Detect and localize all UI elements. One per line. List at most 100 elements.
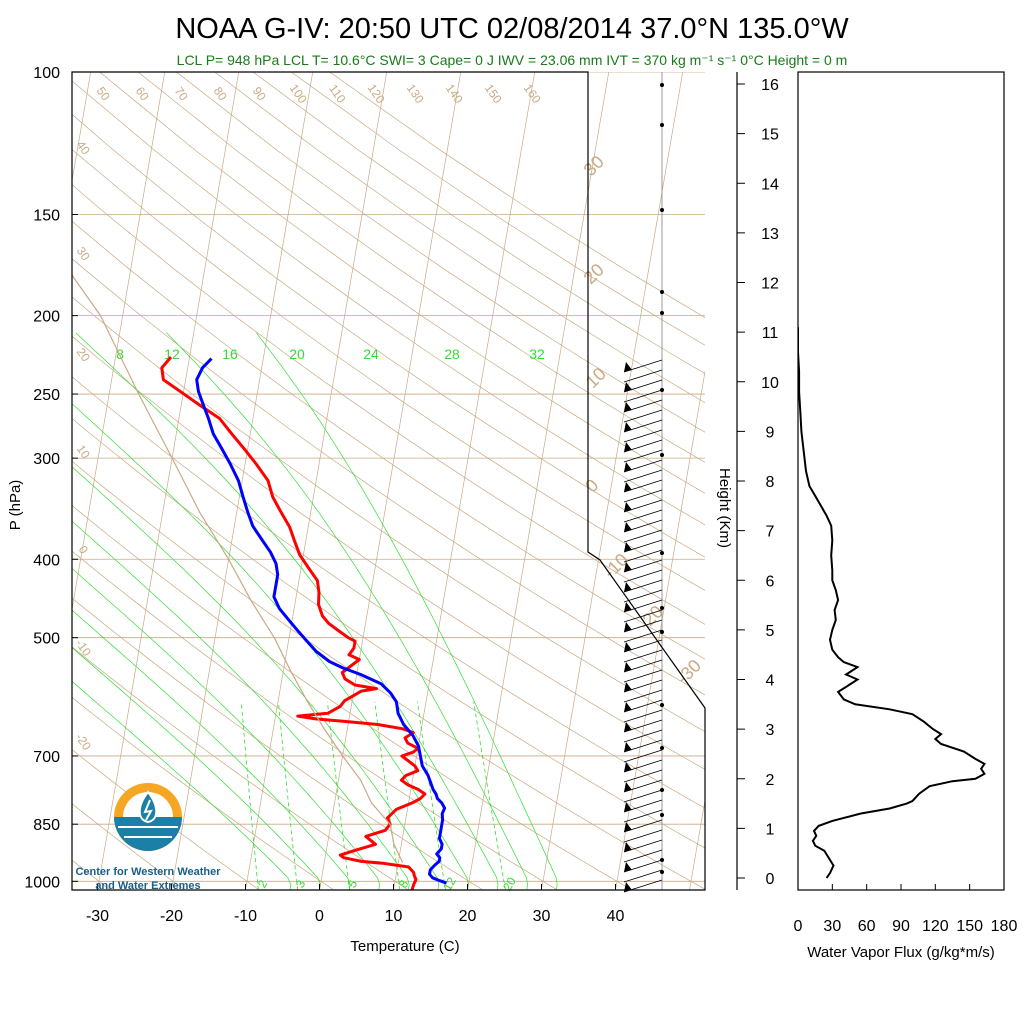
isotherm-label: 20 bbox=[74, 345, 93, 364]
mixing-ratio-line bbox=[240, 701, 259, 890]
dry-adiabat-line bbox=[72, 646, 409, 890]
isotherm-line bbox=[615, 369, 705, 890]
wvf-x-tick-label: 60 bbox=[858, 918, 876, 935]
mixing-ratio-label-top: 12 bbox=[164, 346, 180, 362]
dry-adiabat-line bbox=[72, 550, 559, 890]
wind-barb bbox=[623, 669, 663, 683]
sounding-lines bbox=[72, 274, 448, 890]
isotherm-line bbox=[171, 72, 314, 890]
wind-barb bbox=[623, 419, 663, 433]
logo-water-icon bbox=[114, 817, 182, 851]
wind-barb bbox=[623, 849, 663, 863]
theta-label: 60 bbox=[133, 84, 152, 103]
chart-subtitle: LCL P= 948 hPa LCL T= 10.6°C SWI= 3 Cape… bbox=[177, 52, 848, 68]
y-tick-label: 500 bbox=[33, 631, 60, 648]
isotherm-line bbox=[764, 72, 905, 890]
dry-adiabat-line bbox=[72, 113, 705, 558]
x-tick-label: -10 bbox=[234, 908, 257, 925]
isotherm-label: -10 bbox=[73, 637, 95, 660]
mixing-ratio-label-bottom: 3 bbox=[293, 877, 309, 890]
height-tick-label: 13 bbox=[761, 226, 779, 243]
moist-adiabat-line bbox=[75, 332, 499, 890]
skewt-frame bbox=[71, 71, 706, 891]
wvf-ticks: 0 30 60 90 120 150 180 bbox=[794, 884, 1018, 935]
y-tick-label: 1000 bbox=[24, 874, 60, 891]
height-tick-label: 6 bbox=[766, 573, 775, 590]
isotherm-line bbox=[319, 72, 462, 890]
wind-calm-dot bbox=[660, 858, 664, 862]
isotherm-label: 0 bbox=[76, 543, 91, 557]
moist-adiabat-line bbox=[72, 680, 292, 890]
dry-adiabat-line bbox=[72, 220, 705, 660]
dry-adiabat-line bbox=[72, 376, 705, 809]
theta-label: 140 bbox=[443, 81, 466, 106]
theta-label: 130 bbox=[404, 81, 427, 106]
dry-adiabat-line bbox=[72, 505, 633, 890]
dry-adiabat-line bbox=[72, 418, 705, 849]
wvf-x-tick-label: 180 bbox=[991, 918, 1018, 935]
chart-title: NOAA G-IV: 20:50 UTC 02/08/2014 37.0°N 1… bbox=[175, 13, 849, 45]
height-tick-label: 16 bbox=[761, 77, 779, 94]
dry-adiabat-line bbox=[72, 184, 705, 625]
skewt-ticks: -30 -20 -10 0 10 20 30 401001502002503004005007… bbox=[24, 65, 624, 925]
height-tick-label: 2 bbox=[766, 772, 775, 789]
wind-barb bbox=[623, 559, 663, 573]
x-tick-label: 10 bbox=[385, 908, 403, 925]
wvf-x-tick-label: 0 bbox=[794, 918, 803, 935]
dry-adiabat-line bbox=[72, 80, 705, 526]
height-tick-label: 9 bbox=[766, 424, 775, 441]
theta-label: 110 bbox=[326, 82, 349, 106]
mixing-ratio-label-bottom: 12 bbox=[440, 874, 459, 893]
theta-label: 150 bbox=[482, 81, 505, 106]
skewt-xlabel: Temperature (C) bbox=[350, 938, 459, 955]
x-tick-label: -20 bbox=[160, 908, 183, 925]
mixing-ratio-label-top: 32 bbox=[529, 346, 545, 362]
wind-calm-dot bbox=[660, 290, 664, 294]
isotherm-line bbox=[393, 72, 536, 890]
wind-barb bbox=[623, 609, 663, 623]
mixing-ratio-label-bottom: 8 bbox=[396, 877, 412, 890]
wind-barb bbox=[623, 829, 663, 843]
isotherm-line bbox=[72, 72, 166, 612]
wind-barbs bbox=[623, 83, 664, 893]
wind-barb bbox=[623, 589, 663, 603]
wind-barb bbox=[623, 629, 663, 643]
moist-adiabat-line bbox=[72, 647, 321, 890]
dry-adiabat-line bbox=[72, 258, 705, 696]
dry-adiabat-line bbox=[176, 72, 705, 433]
dry-adiabat-line bbox=[72, 460, 705, 890]
height-tick-label: 10 bbox=[761, 375, 779, 392]
skewt-panel: 50 60 70 80 90 100 110 120 130 140 150 160403020100… bbox=[7, 65, 905, 955]
wind-barb bbox=[623, 469, 663, 483]
wind-barb bbox=[623, 529, 663, 543]
wind-barb bbox=[623, 439, 663, 453]
wind-calm-dot bbox=[660, 870, 664, 874]
moist-adiabat-line bbox=[166, 332, 528, 890]
height-tick-label: 5 bbox=[766, 623, 775, 640]
wind-barb bbox=[623, 679, 663, 693]
wind-calm-dot bbox=[660, 703, 664, 707]
wind-barb bbox=[623, 869, 663, 883]
wind-barb bbox=[623, 729, 663, 743]
height-tick-label: 4 bbox=[766, 673, 775, 690]
dry-adiabat-line bbox=[72, 749, 260, 890]
wind-calm-dot bbox=[660, 746, 664, 750]
dry-adiabat-line bbox=[72, 597, 484, 890]
isotherm-line bbox=[541, 72, 684, 890]
wind-barb bbox=[623, 449, 663, 463]
skewt-ylabel: P (hPa) bbox=[7, 480, 24, 531]
wind-barb bbox=[623, 749, 663, 763]
wind-barb bbox=[623, 509, 663, 523]
wind-barb bbox=[623, 789, 663, 803]
mixing-ratio-label-bottom: 20 bbox=[500, 874, 519, 893]
wind-barb bbox=[623, 689, 663, 703]
y-tick-label: 400 bbox=[33, 552, 60, 569]
dry-adiabat-line bbox=[99, 72, 705, 494]
x-tick-label: 30 bbox=[533, 908, 551, 925]
theta-label: 160 bbox=[521, 81, 544, 106]
wind-barb bbox=[623, 599, 663, 613]
logo-line2: and Water Extremes bbox=[95, 880, 200, 892]
wind-calm-dot bbox=[660, 551, 664, 555]
wind-barb bbox=[623, 519, 663, 533]
